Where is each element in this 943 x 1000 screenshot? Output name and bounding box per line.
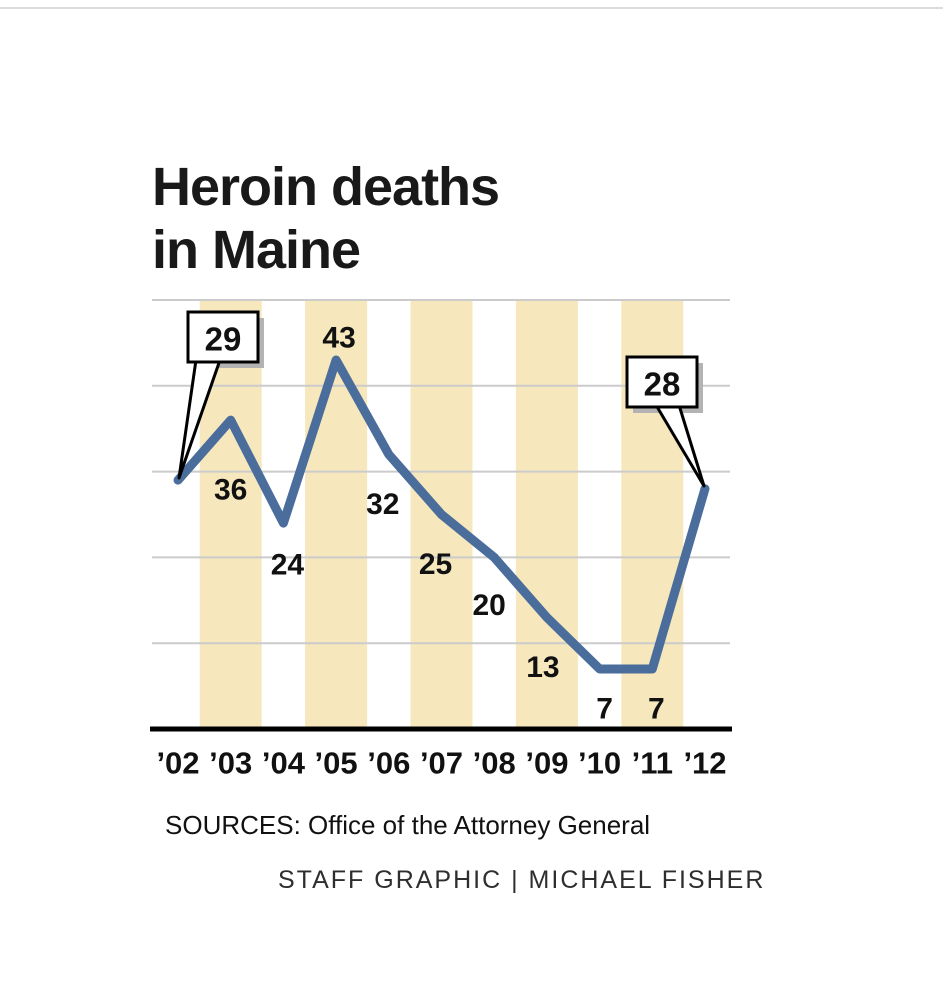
point-value-label: 7 (596, 692, 613, 725)
x-axis-label: ’12 (683, 746, 726, 781)
line-chart: 36 24 43 32 25 20 13 7 7 29 28 ’02 ’03 ’04 ’05 ’06 ’07 ’0… (150, 299, 732, 781)
x-axis-label: ’10 (578, 746, 621, 781)
point-value-label: 13 (526, 651, 559, 684)
chart-title-line2: in Maine (152, 219, 361, 280)
credit-text: STAFF GRAPHIC | MICHAEL FISHER (278, 866, 766, 894)
chart-title: Heroin deaths in Maine (152, 156, 500, 281)
point-value-label: 24 (271, 549, 305, 582)
chart-title-line1: Heroin deaths (152, 157, 500, 217)
x-axis-label: ’02 (156, 746, 199, 781)
x-axis-label: ’03 (209, 746, 252, 781)
x-axis-label: ’09 (525, 746, 568, 781)
callout-value: 28 (644, 366, 681, 403)
x-axis-label: ’06 (367, 746, 410, 781)
point-value-label: 43 (322, 322, 355, 355)
x-axis-label: ’04 (262, 746, 306, 781)
callout-value: 29 (205, 321, 242, 358)
x-axis-label: ’11 (632, 746, 673, 781)
point-value-label: 32 (366, 488, 399, 521)
x-axis-label: ’08 (473, 746, 516, 781)
point-value-label: 20 (473, 589, 506, 622)
callout-box (625, 355, 699, 409)
line-series (173, 355, 710, 674)
top-divider (0, 7, 943, 9)
x-axis-label: ’07 (420, 746, 463, 781)
point-value-label: 25 (419, 548, 452, 581)
sources-text: SOURCES: Office of the Attorney General (165, 810, 651, 840)
point-value-label: 7 (648, 692, 665, 725)
x-axis-label: ’05 (315, 746, 358, 781)
callout-box (186, 310, 260, 364)
year-stripe (515, 300, 578, 729)
point-value-label: 36 (214, 474, 247, 507)
